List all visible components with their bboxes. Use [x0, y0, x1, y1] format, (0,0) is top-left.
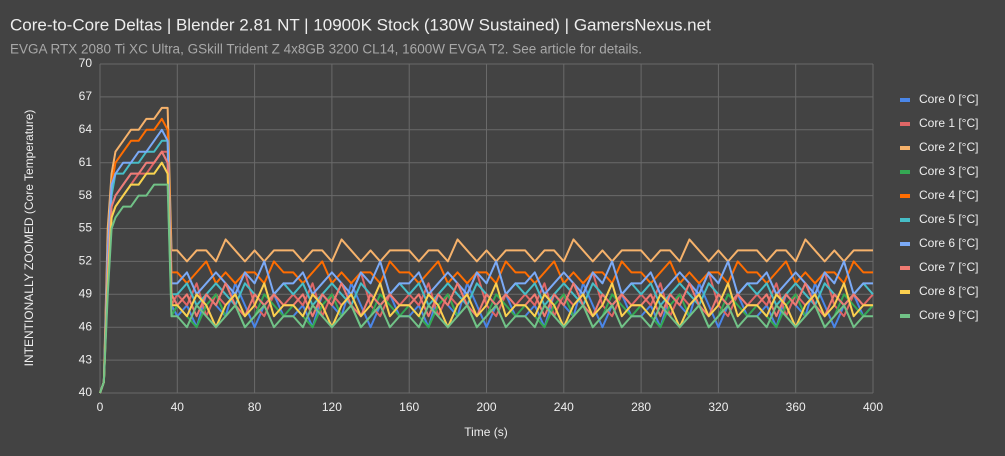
- chart-subtitle: EVGA RTX 2080 Ti XC Ultra, GSkill Triden…: [10, 42, 642, 57]
- legend-label: Core 5 [°C]: [919, 212, 978, 226]
- legend-label: Core 8 [°C]: [919, 284, 978, 298]
- y-tick-label: 49: [79, 286, 93, 300]
- x-tick-label: 240: [554, 400, 574, 414]
- x-tick-label: 360: [786, 400, 806, 414]
- series-line: [99, 128, 873, 394]
- y-tick-label: 55: [79, 221, 93, 235]
- x-tick-label: 0: [97, 400, 104, 414]
- y-tick-label: 52: [79, 254, 93, 268]
- y-tick-label: 64: [79, 122, 93, 136]
- x-tick-label: 80: [248, 400, 262, 414]
- series-line: [99, 183, 873, 394]
- legend-swatch: [900, 242, 910, 246]
- legend-swatch: [900, 98, 910, 102]
- legend-label: Core 2 [°C]: [919, 140, 978, 154]
- y-tick-label: 46: [79, 319, 93, 333]
- legend-swatch: [900, 218, 910, 222]
- series-line: [99, 117, 873, 394]
- x-tick-label: 320: [708, 400, 728, 414]
- x-tick-label: 40: [171, 400, 185, 414]
- legend-swatch: [900, 170, 910, 174]
- x-tick-label: 160: [399, 400, 419, 414]
- y-tick-label: 40: [79, 385, 93, 399]
- series-line: [99, 161, 873, 394]
- x-tick-label: 280: [631, 400, 651, 414]
- legend-swatch: [900, 194, 910, 198]
- y-axis-label: INTENTIONALLY ZOOMED (Core Temperature): [22, 110, 36, 367]
- y-tick-label: 70: [79, 56, 93, 70]
- legend-swatch: [900, 290, 910, 294]
- legend-label: Core 9 [°C]: [919, 308, 978, 322]
- legend-label: Core 6 [°C]: [919, 236, 978, 250]
- legend-label: Core 3 [°C]: [919, 164, 978, 178]
- legend-label: Core 4 [°C]: [919, 188, 978, 202]
- x-tick-label: 200: [476, 400, 496, 414]
- legend-label: Core 1 [°C]: [919, 116, 978, 130]
- x-axis-label: Time (s): [464, 425, 508, 439]
- legend-swatch: [900, 314, 910, 318]
- legend-swatch: [900, 122, 910, 126]
- chart-title: Core-to-Core Deltas | Blender 2.81 NT | …: [10, 15, 711, 34]
- x-tick-label: 400: [863, 400, 883, 414]
- y-tick-label: 58: [79, 188, 93, 202]
- x-tick-label: 120: [322, 400, 342, 414]
- y-tick-label: 67: [79, 89, 93, 103]
- legend-swatch: [900, 266, 910, 270]
- y-tick-label: 61: [79, 155, 93, 169]
- legend-label: Core 0 [°C]: [919, 92, 978, 106]
- legend-label: Core 7 [°C]: [919, 260, 978, 274]
- y-tick-label: 43: [79, 352, 93, 366]
- series-line: [99, 106, 873, 394]
- legend-swatch: [900, 146, 910, 150]
- series-line: [99, 150, 873, 394]
